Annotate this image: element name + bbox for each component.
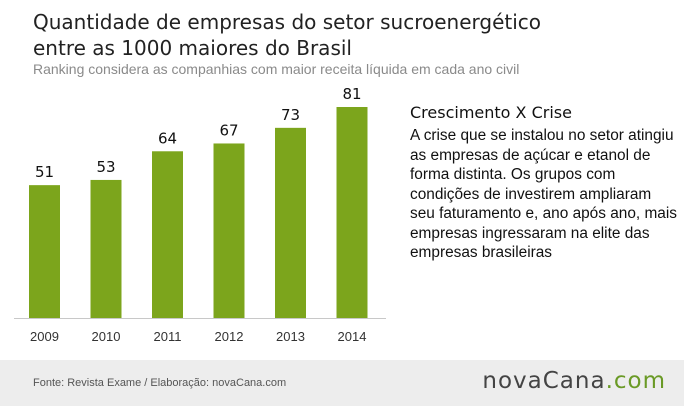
x-tick-label-2010: 2010: [92, 329, 121, 344]
data-label-2013: 73: [281, 106, 300, 124]
x-tick-label-2012: 2012: [215, 329, 244, 344]
title-line-1: Quantidade de empresas do setor sucroene…: [33, 10, 542, 34]
x-tick-label-2009: 2009: [30, 329, 59, 344]
bar-2013: [275, 127, 306, 318]
logo-text-com: .com: [605, 368, 666, 394]
source-note: Fonte: Revista Exame / Elaboração: novaC…: [33, 377, 287, 389]
title-line-2: entre as 1000 maiores do Brasil: [33, 36, 352, 60]
data-label-2009: 51: [35, 163, 54, 181]
data-label-2012: 67: [219, 121, 238, 139]
x-tick-label-2013: 2013: [276, 329, 305, 344]
bar-2011: [152, 151, 183, 318]
data-label-2011: 64: [158, 129, 177, 147]
bar-chart: 51 2009 53 2010 64 2011 67 2012 73 2013 81 2014: [14, 85, 386, 344]
x-tick-label-2014: 2014: [338, 329, 367, 344]
data-label-2014: 81: [342, 85, 361, 103]
bar-2010: [90, 179, 122, 318]
bar-2009: [29, 185, 60, 318]
logo-text-cana: Cana: [542, 368, 606, 394]
footer-bar: Fonte: Revista Exame / Elaboração: novaC…: [0, 360, 684, 406]
bar-2012: [213, 143, 245, 318]
sidebar-body: A crise que se instalou no setor atingiu…: [410, 127, 677, 261]
data-label-2010: 53: [96, 158, 115, 176]
sidebar-heading: Crescimento X Crise: [410, 103, 572, 122]
x-tick-label-2011: 2011: [154, 329, 182, 344]
chart-title: Quantidade de empresas do setor sucroene…: [33, 9, 653, 61]
novacana-logo: novaCana.com: [482, 368, 666, 394]
bar-2014: [336, 107, 368, 318]
chart-subtitle: Ranking considera as companhias com maio…: [33, 61, 520, 77]
logo-text-nova: nova: [482, 368, 543, 394]
